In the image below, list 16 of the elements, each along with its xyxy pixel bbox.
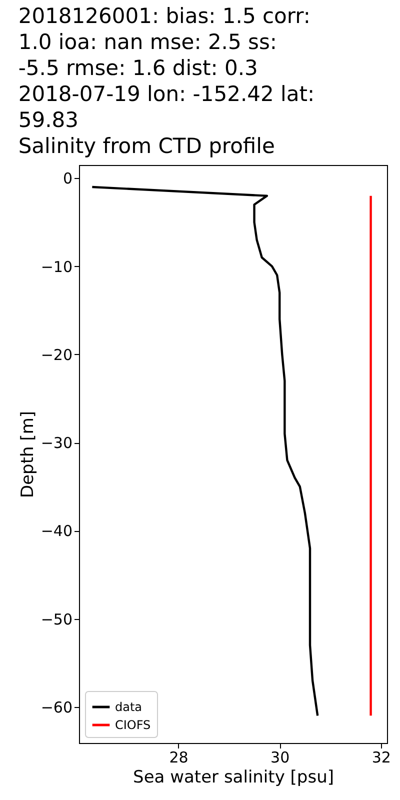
y-tick-label: −60 (40, 698, 72, 716)
y-axis-title: Depth [m] (18, 410, 38, 498)
y-tick-label: −40 (40, 522, 72, 540)
y-tick-label: 0 (62, 170, 72, 188)
x-tick-label: 32 (372, 748, 391, 766)
line-series (91, 186, 319, 717)
y-tick-label: −20 (40, 346, 72, 364)
y-tick-label: −30 (40, 434, 72, 452)
legend-label: data (115, 700, 142, 714)
y-tick-label: −10 (40, 258, 72, 276)
x-tick-label: 28 (169, 748, 188, 766)
y-tick-label: −50 (40, 610, 72, 628)
x-axis-title: Sea water salinity [psu] (133, 768, 334, 788)
chart-title: 2018126001: bias: 1.5 corr: 1.0 ioa: nan mse: 2.5 ss: -5.5 rmse: 1.6 dist: 0.3 2018-07-19 lon: -152.42 lat: 59.83 Salinity from CTD profile (18, 4, 315, 158)
x-tick-label: 30 (270, 748, 290, 766)
legend-label: CIOFS (115, 718, 151, 732)
